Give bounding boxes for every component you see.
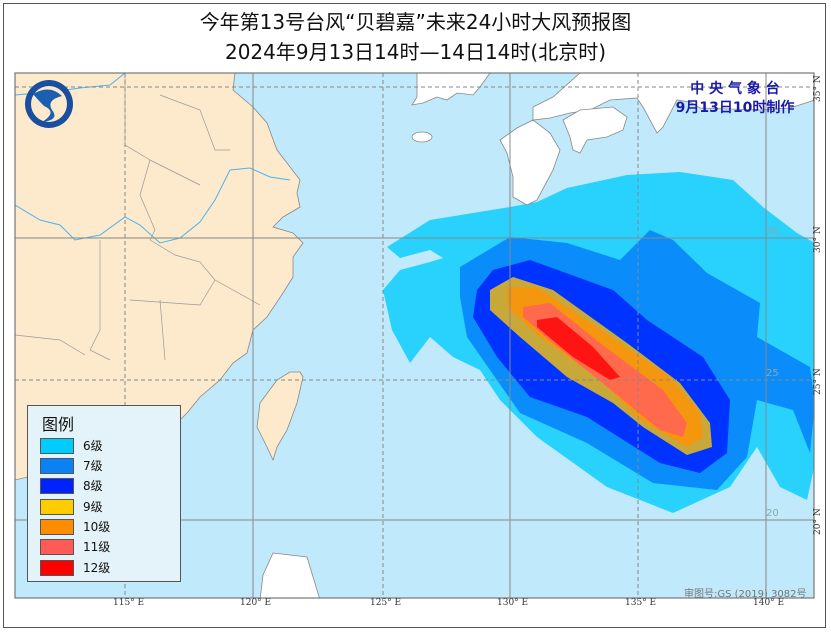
lon-label: 130° E [497, 598, 529, 608]
lat-label: 35° N [813, 75, 823, 102]
cma-logo-icon [25, 80, 73, 128]
legend-swatch [40, 519, 74, 535]
taiwan [256, 371, 304, 462]
legend-title: 图例 [42, 415, 75, 434]
inner-lat-label: 30 [766, 226, 779, 237]
legend-swatch [40, 438, 74, 454]
lon-label: 135° E [625, 598, 657, 608]
honshu [532, 73, 814, 134]
legend-label: 11级 [83, 540, 111, 554]
lon-label: 125° E [370, 598, 402, 608]
china-mainland [15, 73, 304, 481]
legend-label: 9级 [83, 500, 103, 514]
lat-label: 25° N [813, 368, 823, 395]
lat-label: 20° N [813, 508, 823, 535]
legend-swatch [40, 458, 74, 474]
legend-label: 10级 [83, 520, 111, 534]
legend-swatch [40, 499, 74, 515]
inner-lat-label: 25 [766, 368, 779, 379]
legend-label: 8级 [83, 479, 103, 493]
yangtze-river [15, 167, 291, 244]
shikoku [562, 106, 628, 154]
legend-swatch [40, 539, 74, 555]
legend-swatch [40, 478, 74, 494]
map-frame [14, 72, 815, 599]
legend-label: 6级 [83, 439, 103, 453]
legend-label: 12级 [83, 561, 111, 575]
province-borders [15, 73, 261, 361]
issuer-block: 中 央 气 象 台 9月13日10时制作 [655, 80, 815, 118]
luzon [259, 552, 320, 598]
map-title: 今年第13号台风“贝碧嘉”未来24小时大风预报图 [199, 10, 632, 34]
lon-label: 120° E [240, 598, 272, 608]
lat-label: 30° N [813, 226, 823, 253]
wind-zone-12 [537, 317, 620, 380]
lon-label: 115° E [113, 598, 145, 608]
jeju-island [411, 131, 433, 143]
map-subtitle-time-range: 2024年9月13日14时—14日14时(北京时) [224, 40, 607, 64]
legend-swatch [40, 560, 74, 576]
outer-frame [3, 3, 826, 628]
legend: 图例 6级 7级 8级 9级 10级 11级 12级 [27, 405, 181, 582]
issue-time: 9月13日10时制作 [675, 100, 795, 116]
agency-name: 中 央 气 象 台 [690, 81, 780, 97]
kyushu [499, 119, 561, 206]
legend-label: 7级 [83, 459, 103, 473]
inner-lat-label: 20 [766, 508, 779, 519]
korea [411, 73, 491, 106]
map-review-number: 审图号:GS (2019) 3082号 [684, 589, 807, 600]
lon-label: 140° E [753, 598, 785, 608]
